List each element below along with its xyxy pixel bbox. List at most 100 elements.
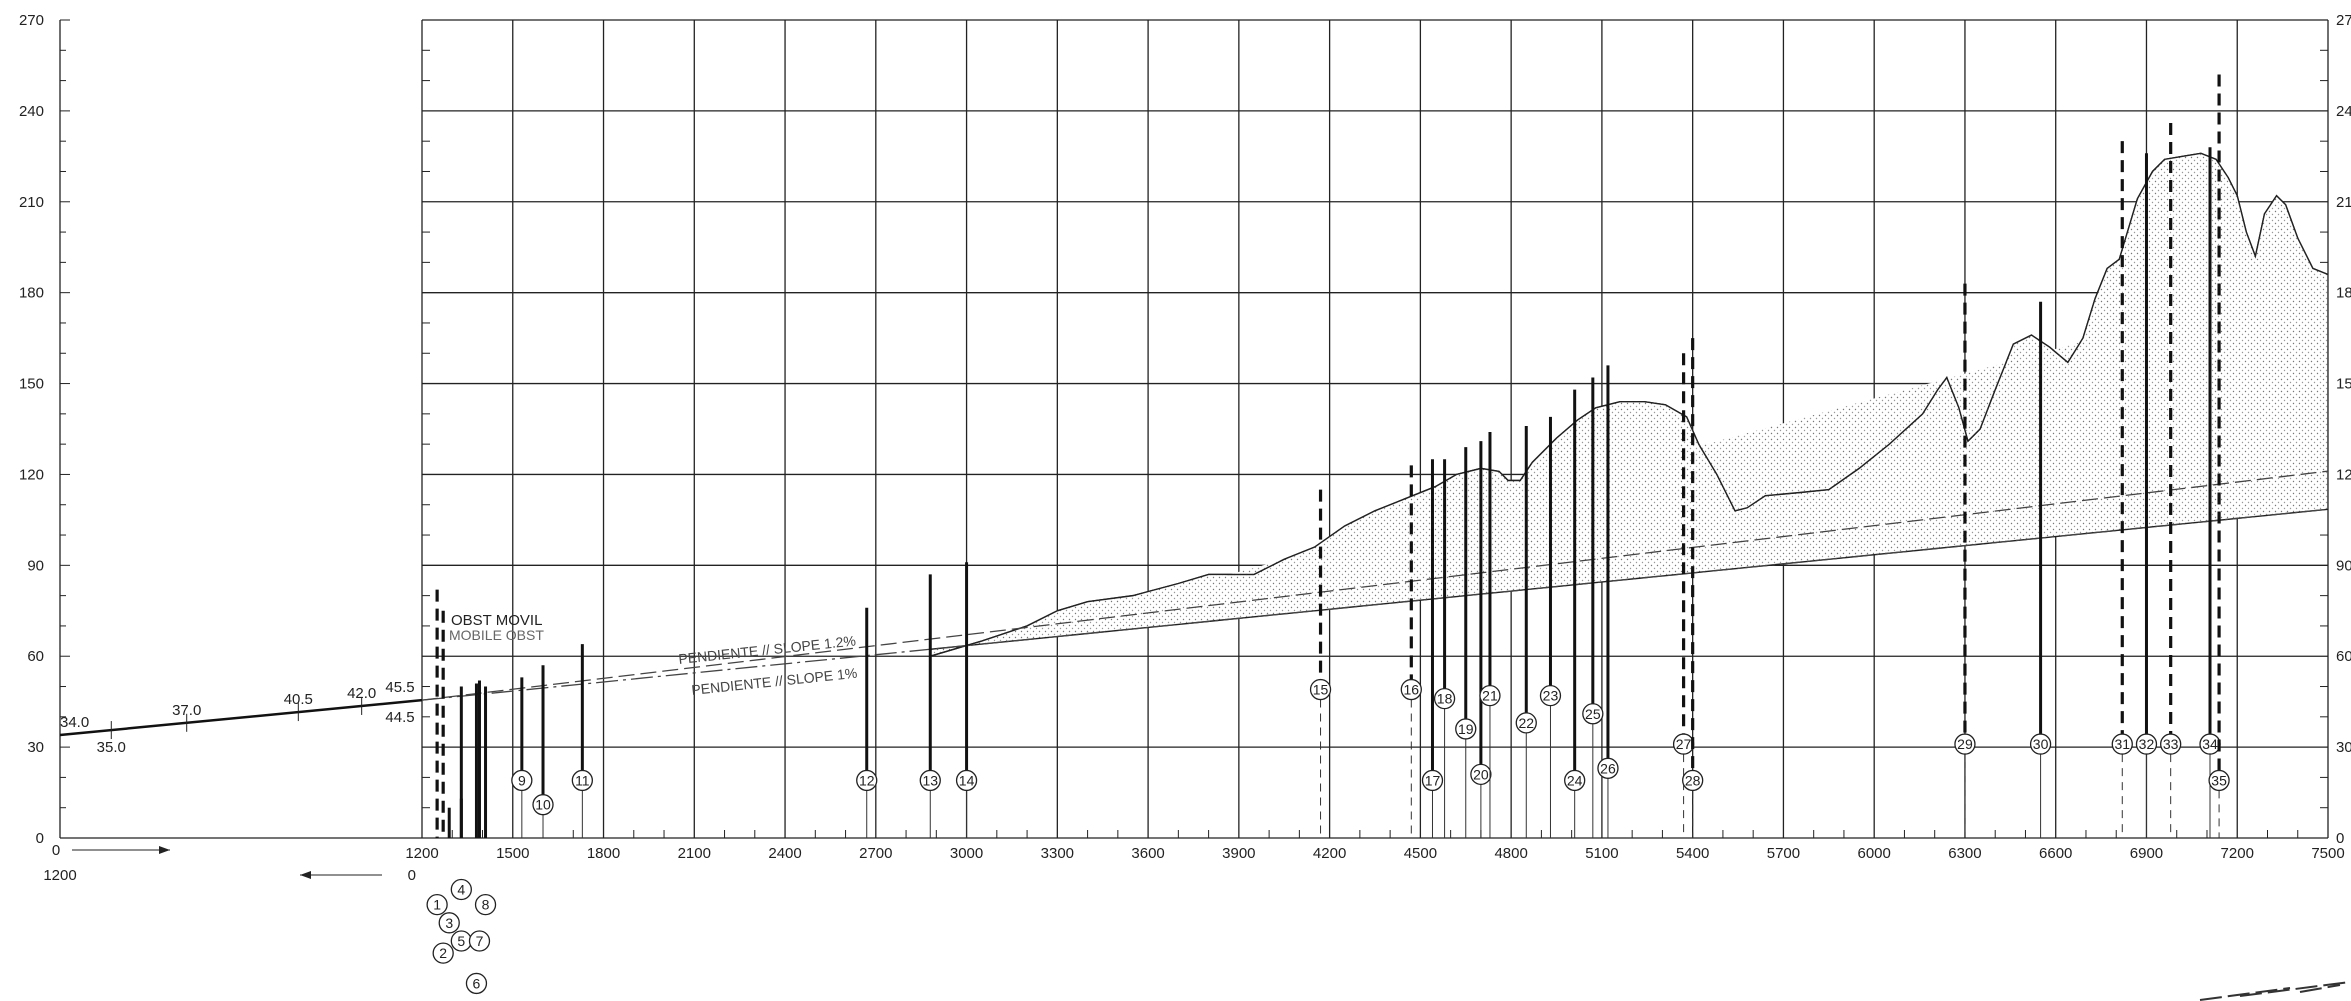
- corner-arrow-marks: [2199, 981, 2351, 1001]
- y-tick-label: 240: [19, 103, 44, 120]
- obstacle-marker-4: [450, 878, 472, 901]
- obstacle-label-24: 24: [1567, 772, 1583, 788]
- obstacle-26: 26: [1597, 365, 1619, 838]
- forward-start-label: 0: [52, 842, 60, 859]
- x-tick-label: 5700: [1767, 845, 1800, 862]
- y-tick-label: 90: [27, 557, 44, 574]
- obstacle-16: 16: [1400, 465, 1422, 838]
- obstacle-marker-32: [2135, 733, 2158, 755]
- x-tick-label: 6600: [2039, 845, 2072, 862]
- slope-lines: [421, 470, 2329, 701]
- x-tick-label: 2400: [768, 845, 801, 862]
- approach-elevation-label: 35.0: [97, 739, 126, 756]
- obstacle-label-26: 26: [1600, 760, 1616, 776]
- obstacle-25: 25: [1582, 377, 1604, 838]
- obstacle-27: 27: [1672, 353, 1695, 838]
- right-y-tick-label: 150: [2336, 376, 2351, 393]
- obstacle-label-5: 5: [457, 933, 465, 949]
- obstacle-23: 23: [1539, 416, 1562, 838]
- obstacle-marker-24: [1564, 769, 1586, 792]
- obstacle-label-32: 32: [2139, 736, 2155, 752]
- obstacle-label-17: 17: [1425, 772, 1441, 788]
- y-tick-label: 30: [27, 739, 44, 756]
- obstacle-label-16: 16: [1404, 682, 1420, 698]
- obstacle-label-28: 28: [1685, 772, 1701, 788]
- obstacle-marker-11: [571, 769, 593, 792]
- obst-movil-label: OBST MOVIL: [451, 612, 542, 629]
- obstacle-marker-29: [1954, 733, 1976, 755]
- approach-segment: 34.0 35.0 37.0 40.5 42.0 45.5 44.5: [59, 679, 423, 756]
- obstacle-marker-6: [465, 972, 488, 995]
- obstacle-label-11: 11: [575, 772, 590, 788]
- obstacle-marker-31: [2111, 733, 2133, 755]
- y-tick-label: 210: [19, 194, 44, 211]
- forward-arrow-head: [159, 846, 170, 854]
- obstacle-29: 29: [1954, 283, 1976, 838]
- obstacle-marker-1: [426, 894, 448, 916]
- obstacle-3: 3: [438, 807, 460, 934]
- x-tick-label: 2100: [678, 845, 711, 862]
- obstacle-11: 11: [571, 644, 593, 838]
- obstacle-label-9: 9: [518, 772, 526, 788]
- obstacle-label-27: 27: [1676, 736, 1692, 752]
- obstacle-marker-35: [2208, 769, 2230, 792]
- obstacle-label-6: 6: [473, 975, 481, 991]
- obstacle-label-12: 12: [859, 772, 875, 788]
- right-y-tick-label: 0: [2336, 830, 2344, 847]
- obstacle-marker-13: [919, 769, 941, 792]
- obstacle-marker-7: [468, 930, 491, 952]
- obstacle-marker-14: [955, 769, 978, 792]
- x-tick-label: 5100: [1585, 845, 1618, 862]
- obstacle-label-19: 19: [1458, 721, 1474, 737]
- x-tick-label: 6300: [1948, 845, 1981, 862]
- obstacle-7: 7: [468, 680, 491, 952]
- terrain-profile: [929, 152, 2328, 658]
- obstacle-24: 24: [1564, 389, 1586, 838]
- obstacle-label-29: 29: [1957, 736, 1973, 752]
- obstacle-28: 28: [1682, 338, 1704, 838]
- obstacle-label-3: 3: [445, 915, 453, 931]
- x-tick-label: 7200: [2221, 845, 2254, 862]
- x-tick-label: 7500: [2311, 845, 2344, 862]
- obstacle-33: 33: [2160, 123, 2182, 838]
- obstacle-label-1: 1: [433, 897, 441, 913]
- obstacle-label-10: 10: [535, 797, 551, 813]
- x-tick-label: 4200: [1313, 845, 1346, 862]
- obstacle-marker-12: [856, 769, 878, 792]
- slope-12-line: [421, 470, 2329, 701]
- x-tick-label: 6000: [1858, 845, 1891, 862]
- obstacle-label-25: 25: [1585, 706, 1601, 722]
- y-tick-label: 270: [19, 12, 44, 29]
- obstacle-2: 2: [432, 610, 454, 964]
- obstacle-label-13: 13: [922, 772, 938, 788]
- approach-line: [59, 698, 423, 737]
- axes: 0306090120150180210240270030609012015018…: [19, 12, 2351, 884]
- right-y-tick-label: 90: [2336, 557, 2351, 574]
- obstacle-label-22: 22: [1518, 715, 1534, 731]
- obstacle-label-30: 30: [2033, 736, 2049, 752]
- x-tick-label: 1500: [496, 845, 529, 862]
- approach-elevation-label: 34.0: [60, 714, 89, 731]
- annotations: OBST MOVIL MOBILE OBST PENDIENTE // SLOP…: [449, 612, 2351, 1001]
- obstacle-17: 17: [1421, 459, 1444, 838]
- obstacle-34: 34: [2199, 147, 2221, 838]
- obstacle-label-34: 34: [2202, 736, 2218, 752]
- obstacle-marker-28: [1682, 769, 1704, 792]
- obstacle-label-4: 4: [457, 882, 465, 898]
- y-tick-label: 180: [19, 285, 44, 302]
- obstacle-15: 15: [1309, 489, 1332, 838]
- obstacle-marker-8: [474, 894, 497, 916]
- x-tick-label: 3000: [950, 845, 983, 862]
- x-tick-label: 5400: [1676, 845, 1709, 862]
- obstacle-marker-18: [1433, 687, 1456, 710]
- y-tick-label: 150: [19, 376, 44, 393]
- obstacle-12: 12: [856, 607, 878, 838]
- obstacle-label-14: 14: [959, 772, 975, 788]
- obstacle-marker-19: [1455, 718, 1477, 740]
- obstacle-label-31: 31: [2114, 736, 2130, 752]
- obstacle-8: 8: [474, 686, 497, 916]
- obstacle-label-8: 8: [482, 897, 490, 913]
- obstacle-20: 20: [1470, 441, 1492, 838]
